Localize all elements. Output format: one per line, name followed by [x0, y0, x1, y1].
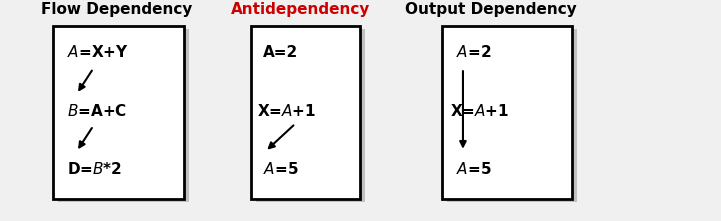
- FancyBboxPatch shape: [251, 26, 360, 199]
- Text: Antidependency: Antidependency: [231, 2, 370, 17]
- Text: Flow Dependency: Flow Dependency: [41, 2, 193, 17]
- FancyBboxPatch shape: [447, 29, 578, 202]
- Text: A=2: A=2: [263, 44, 298, 59]
- FancyBboxPatch shape: [442, 26, 572, 199]
- FancyBboxPatch shape: [58, 29, 189, 202]
- Text: $\mathit{A}$=5: $\mathit{A}$=5: [263, 161, 298, 177]
- Text: X=$\mathit{A}$+1: X=$\mathit{A}$+1: [450, 103, 510, 118]
- Text: $\mathit{A}$=2: $\mathit{A}$=2: [456, 44, 491, 60]
- Text: Output Dependency: Output Dependency: [405, 2, 577, 17]
- Text: $\mathit{B}$=A+C: $\mathit{B}$=A+C: [67, 103, 128, 118]
- Text: $\mathit{A}$=5: $\mathit{A}$=5: [456, 161, 492, 177]
- Text: D=$\mathit{B}$*2: D=$\mathit{B}$*2: [67, 161, 123, 177]
- FancyBboxPatch shape: [53, 26, 184, 199]
- FancyBboxPatch shape: [256, 29, 366, 202]
- Text: X=$\mathit{A}$+1: X=$\mathit{A}$+1: [257, 103, 316, 118]
- Text: $\mathit{A}$=X+Y: $\mathit{A}$=X+Y: [67, 44, 129, 60]
